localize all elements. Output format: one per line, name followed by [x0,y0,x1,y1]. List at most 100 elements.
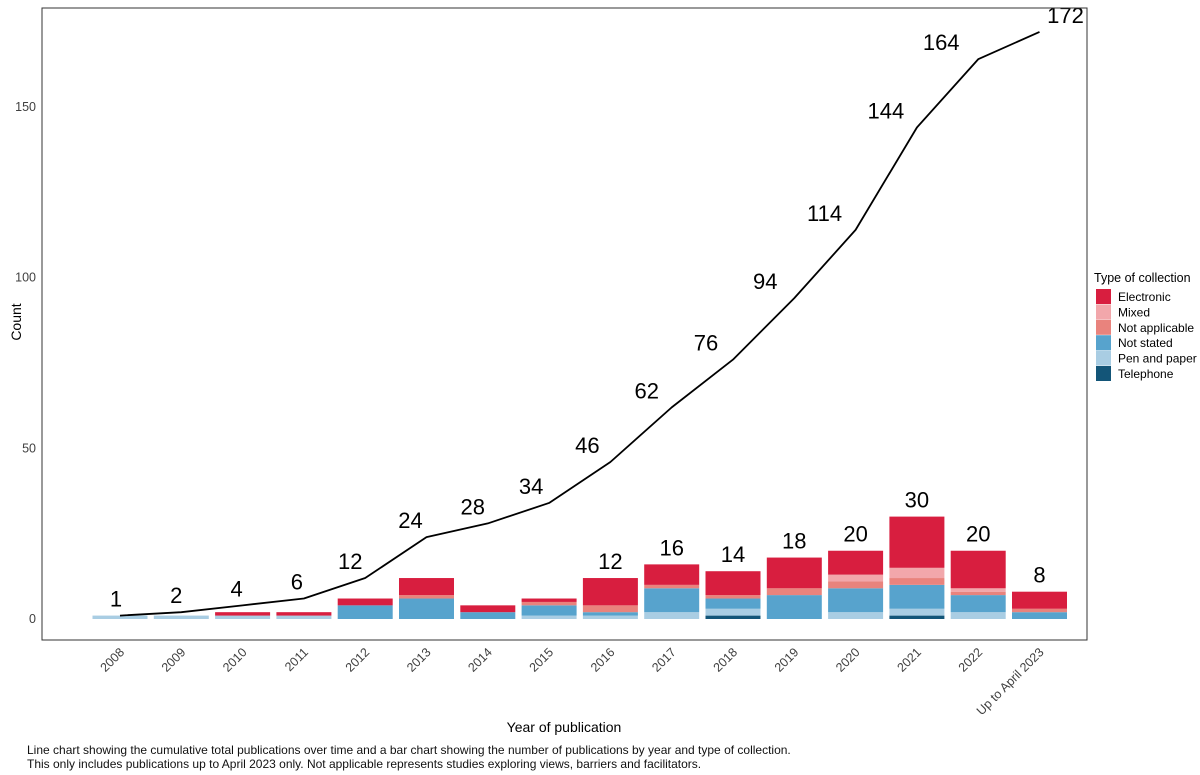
stacked-bar-segment [889,567,945,579]
stacked-bar-segment [92,615,148,619]
y-axis-title: Count [8,303,24,341]
stacked-bar-segment [828,574,884,582]
stacked-bar-segment [215,615,271,619]
bar-value-label: 12 [598,549,622,574]
legend-label: Mixed [1118,305,1150,319]
figure-caption: Line chart showing the cumulative total … [27,743,1187,771]
stacked-bar-segment [889,584,945,609]
stacked-bar-segment [399,578,454,596]
legend-swatch [1096,335,1111,351]
bar-value-label: 20 [966,522,990,547]
stacked-bar-segment [1012,608,1067,613]
y-tick-label: 150 [15,100,36,114]
stacked-bar-segment [582,615,638,619]
x-tick-label: 2013 [404,645,434,675]
x-tick-label: 2021 [894,645,924,675]
stacked-bar-segment [889,578,945,585]
stacked-bar-segment [521,601,577,606]
bar-value-label: 20 [843,522,867,547]
cumulative-label: 76 [694,331,718,356]
stacked-bar-segment [276,615,332,619]
stacked-bar-segment [705,608,761,616]
stacked-bar-segment [644,588,700,613]
stacked-bar-segment [460,605,516,613]
stacked-bar-segment [828,550,884,575]
cumulative-label: 164 [923,30,960,55]
stacked-bar-segment [828,588,884,613]
x-tick-label: 2020 [833,645,863,675]
x-tick-label: 2019 [772,645,802,675]
x-tick-label: 2008 [98,645,128,675]
stacked-bar-segment [582,612,638,616]
stacked-bar-segment [950,595,1006,613]
stacked-bar-segment [950,588,1006,592]
x-tick-label: 2011 [282,645,311,674]
stacked-bar-segment [766,557,822,589]
stacked-bar-segment [337,605,393,619]
x-tick-label: 2014 [465,645,495,675]
stacked-bar-segment [828,581,884,589]
cumulative-label: 28 [461,494,485,519]
stacked-bar-segment [399,598,454,619]
stacked-bar-segment [705,615,761,619]
bar-value-label: 14 [721,542,745,567]
cumulative-label: 34 [519,474,543,499]
stacked-bar-segment [705,571,761,596]
x-tick-label: 2022 [956,645,986,675]
stacked-bar-segment [644,564,700,585]
y-tick-label: 50 [22,441,36,455]
stacked-bar-segment [1012,612,1067,619]
cumulative-label: 114 [807,201,842,226]
bar-value-label: 18 [782,529,806,554]
cumulative-label: 94 [753,269,777,294]
legend-swatch [1096,350,1111,366]
stacked-bar-segment [766,588,822,596]
y-tick-label: 100 [15,271,36,285]
legend-title: Type of collection [1094,271,1191,285]
stacked-bar-segment [337,598,393,606]
stacked-bar-segment [582,578,638,606]
legend-label: Not applicable [1118,321,1194,335]
x-tick-label: 2012 [343,645,373,675]
legend-swatch [1096,319,1111,335]
stacked-bar-segment [889,615,945,619]
stacked-bar-segment [644,612,700,619]
stacked-bar-segment [950,612,1006,619]
cumulative-label: 144 [868,98,905,123]
bar-value-label: 8 [1033,563,1045,588]
stacked-bar-segment [582,605,638,613]
cumulative-line [119,31,1040,617]
x-tick-label: 2009 [159,645,189,675]
x-tick-label: 2017 [649,645,679,675]
stacked-bar-segment [521,598,577,602]
stacked-bar-segment [705,598,761,609]
stacked-bar-segment [153,615,209,619]
legend-label: Pen and paper [1118,352,1197,366]
y-tick-label: 0 [29,612,36,626]
cumulative-label: 12 [338,549,362,574]
stacked-bar-segment [889,608,945,616]
stacked-bar-segment [399,595,454,599]
bar-value-label: 30 [905,488,929,513]
cumulative-label: 172 [1047,3,1084,28]
stacked-bar-segment [215,612,271,616]
cumulative-label: 46 [575,433,599,458]
stacked-bar-segment [1012,591,1067,609]
x-axis-title: Year of publication [506,719,622,735]
legend-label: Electronic [1118,290,1171,304]
bar-value-label: 16 [659,535,683,560]
x-tick-label: 2010 [220,645,250,675]
panel-border [41,7,1088,641]
x-tick-label: 2016 [588,645,618,675]
legend-swatch [1096,289,1111,304]
stacked-bar-segment [521,615,577,619]
stacked-bar-segment [766,595,822,619]
stacked-bar-segment [828,612,884,619]
legend-label: Not stated [1118,336,1173,350]
cumulative-label: 62 [634,378,658,403]
cumulative-label: 2 [170,583,182,608]
caption-line-1: Line chart showing the cumulative total … [27,743,791,757]
cumulative-label: 4 [230,576,242,601]
